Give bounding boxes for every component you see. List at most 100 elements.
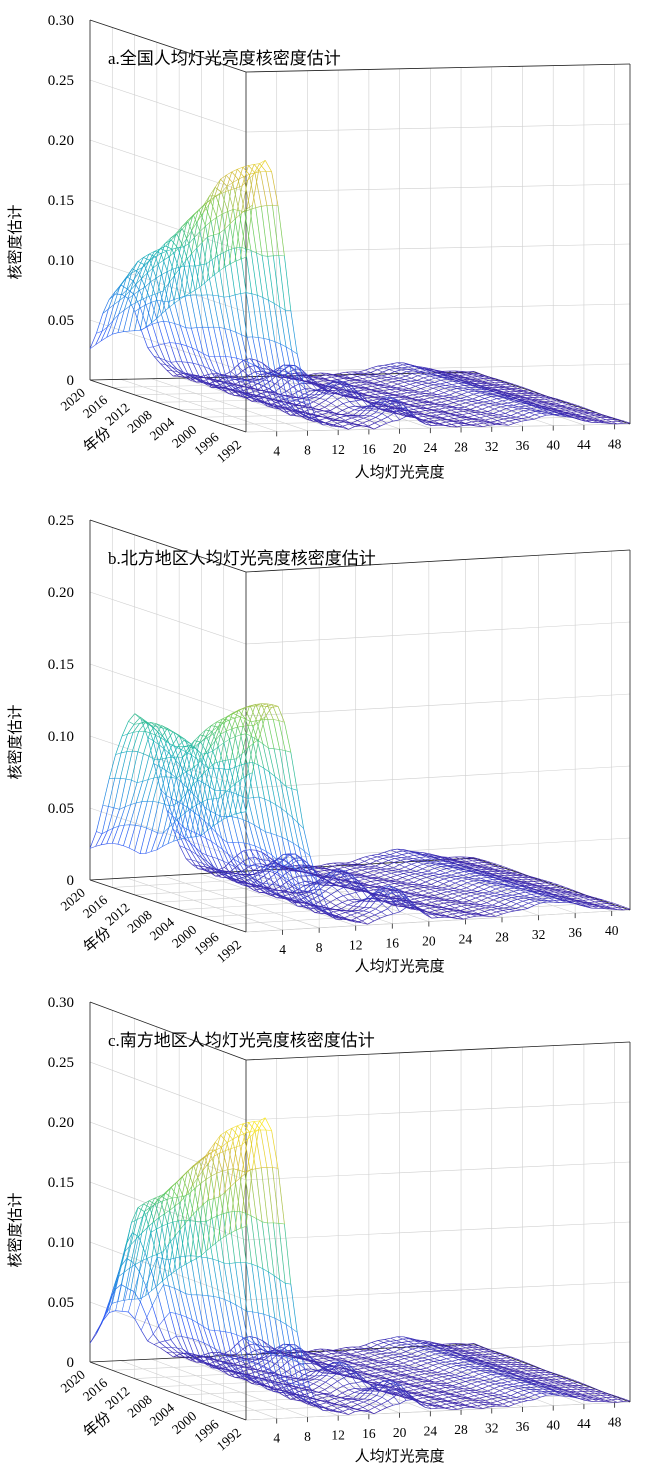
surface-segment xyxy=(160,253,168,272)
surface-segment xyxy=(135,267,143,285)
surface-segment xyxy=(483,400,491,403)
surface-segment xyxy=(435,398,443,401)
surface-segment xyxy=(423,375,430,379)
surface-segment xyxy=(234,246,240,249)
surface-segment xyxy=(153,356,161,364)
surface-segment xyxy=(600,417,607,420)
surface-segment xyxy=(357,860,365,865)
surface-segment xyxy=(179,295,185,298)
surface-segment xyxy=(392,380,399,383)
surface-segment xyxy=(300,413,307,417)
surface-segment xyxy=(283,401,289,403)
surface-segment xyxy=(465,421,472,424)
grid-line xyxy=(245,693,631,717)
surface-segment xyxy=(342,425,349,430)
surface-segment xyxy=(404,863,412,868)
surface-segment xyxy=(178,295,185,301)
z-tick-label: 0.05 xyxy=(48,313,74,329)
surface-segment xyxy=(183,373,190,376)
surface-segment xyxy=(495,865,502,867)
surface-segment xyxy=(369,376,375,380)
surface-segment xyxy=(152,346,160,359)
surface-segment xyxy=(294,411,301,414)
surface-segment xyxy=(202,236,208,243)
surface-segment xyxy=(463,387,469,390)
surface-segment xyxy=(457,385,465,388)
surface-segment xyxy=(517,410,524,414)
surface-segment xyxy=(243,390,250,394)
surface-segment xyxy=(123,330,130,332)
surface-segment xyxy=(113,778,121,808)
surface-segment xyxy=(433,405,440,408)
surface-segment xyxy=(185,230,193,262)
surface-segment xyxy=(165,245,173,250)
surface-segment xyxy=(118,295,126,315)
surface-segment xyxy=(275,377,283,384)
surface-segment xyxy=(491,416,499,419)
surface-segment xyxy=(157,322,165,344)
surface-segment xyxy=(164,757,172,777)
surface-segment xyxy=(189,377,197,383)
surface-segment xyxy=(267,405,273,408)
surface-segment xyxy=(266,205,274,256)
surface-segment xyxy=(145,301,152,305)
surface-segment xyxy=(381,413,388,418)
surface-segment xyxy=(273,392,280,395)
surface-segment xyxy=(339,417,346,421)
surface-segment xyxy=(477,378,484,380)
surface-segment xyxy=(137,257,144,262)
surface-segment xyxy=(286,386,294,392)
surface-segment xyxy=(389,855,396,858)
surface-segment xyxy=(229,376,235,380)
surface-segment xyxy=(370,415,376,418)
surface-segment xyxy=(362,422,369,427)
surface-segment xyxy=(284,310,292,351)
surface-segment xyxy=(216,381,222,383)
surface-segment xyxy=(457,871,465,874)
surface-segment xyxy=(407,854,414,858)
surface-segment xyxy=(206,275,213,282)
surface-segment xyxy=(392,864,400,869)
surface-segment xyxy=(401,852,409,855)
surface-segment xyxy=(153,249,160,256)
surface-segment xyxy=(297,380,304,384)
surface-segment xyxy=(351,417,358,421)
surface-segment xyxy=(376,371,383,375)
surface-segment xyxy=(216,387,223,389)
surface-segment xyxy=(412,373,418,376)
surface-segment xyxy=(254,396,261,398)
surface-segment xyxy=(289,399,297,403)
surface-segment xyxy=(488,892,496,895)
surface-segment xyxy=(218,327,226,357)
surface-segment xyxy=(230,169,238,190)
surface-segment xyxy=(351,373,359,375)
surface-segment xyxy=(419,370,426,372)
surface-segment xyxy=(264,798,272,834)
surface-segment xyxy=(89,831,97,849)
surface-segment xyxy=(248,165,256,174)
surface-segment xyxy=(412,859,419,861)
surface-segment xyxy=(192,374,199,376)
surface-segment xyxy=(419,856,426,858)
surface-segment xyxy=(306,404,313,409)
surface-segment xyxy=(482,891,490,894)
surface-segment xyxy=(136,267,143,271)
surface-segment xyxy=(124,780,132,807)
surface-segment xyxy=(466,399,472,402)
surface-segment xyxy=(317,380,324,383)
surface-segment xyxy=(328,412,335,416)
grid-line xyxy=(245,363,631,373)
surface-segment xyxy=(223,223,231,268)
surface-segment xyxy=(194,231,201,238)
surface-segment xyxy=(237,179,245,212)
surface-segment xyxy=(187,221,195,238)
surface-segment xyxy=(343,421,350,425)
surface-segment xyxy=(162,308,169,314)
surface-segment xyxy=(202,327,210,357)
surface-segment xyxy=(392,869,399,871)
grid-line xyxy=(223,416,608,425)
surface-segment xyxy=(471,891,478,893)
surface-segment xyxy=(108,291,116,300)
surface-segment xyxy=(172,267,179,270)
surface-segment xyxy=(128,302,136,332)
